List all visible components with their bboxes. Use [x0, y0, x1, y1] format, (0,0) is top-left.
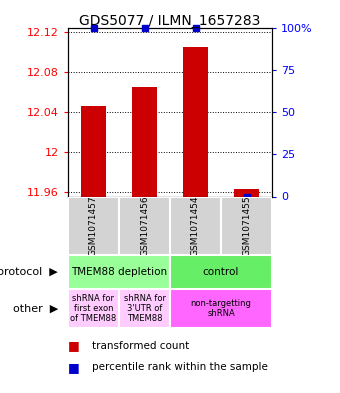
Text: shRNA for
3'UTR of
TMEM88: shRNA for 3'UTR of TMEM88 — [123, 294, 166, 323]
Text: non-targetting
shRNA: non-targetting shRNA — [190, 299, 252, 318]
Text: transformed count: transformed count — [92, 341, 189, 351]
FancyBboxPatch shape — [68, 196, 119, 255]
Bar — [234, 189, 259, 196]
Text: percentile rank within the sample: percentile rank within the sample — [92, 362, 268, 373]
Bar — [132, 87, 157, 196]
FancyBboxPatch shape — [119, 196, 170, 255]
Text: ■: ■ — [68, 339, 80, 353]
Bar — [81, 106, 106, 196]
Text: GSM1071454: GSM1071454 — [191, 196, 200, 256]
FancyBboxPatch shape — [170, 255, 272, 289]
Text: protocol  ▶: protocol ▶ — [0, 267, 58, 277]
Text: GDS5077 / ILMN_1657283: GDS5077 / ILMN_1657283 — [79, 14, 261, 28]
Text: shRNA for
first exon
of TMEM88: shRNA for first exon of TMEM88 — [70, 294, 117, 323]
Bar — [183, 48, 208, 196]
Text: GSM1071455: GSM1071455 — [242, 196, 251, 256]
FancyBboxPatch shape — [68, 255, 170, 289]
Text: other  ▶: other ▶ — [13, 303, 58, 314]
Text: GSM1071456: GSM1071456 — [140, 196, 149, 256]
FancyBboxPatch shape — [170, 196, 221, 255]
FancyBboxPatch shape — [68, 289, 119, 328]
Text: TMEM88 depletion: TMEM88 depletion — [71, 267, 167, 277]
Text: control: control — [203, 267, 239, 277]
FancyBboxPatch shape — [119, 289, 170, 328]
FancyBboxPatch shape — [170, 289, 272, 328]
FancyBboxPatch shape — [221, 196, 272, 255]
Text: ■: ■ — [68, 361, 80, 374]
Text: GSM1071457: GSM1071457 — [89, 196, 98, 256]
